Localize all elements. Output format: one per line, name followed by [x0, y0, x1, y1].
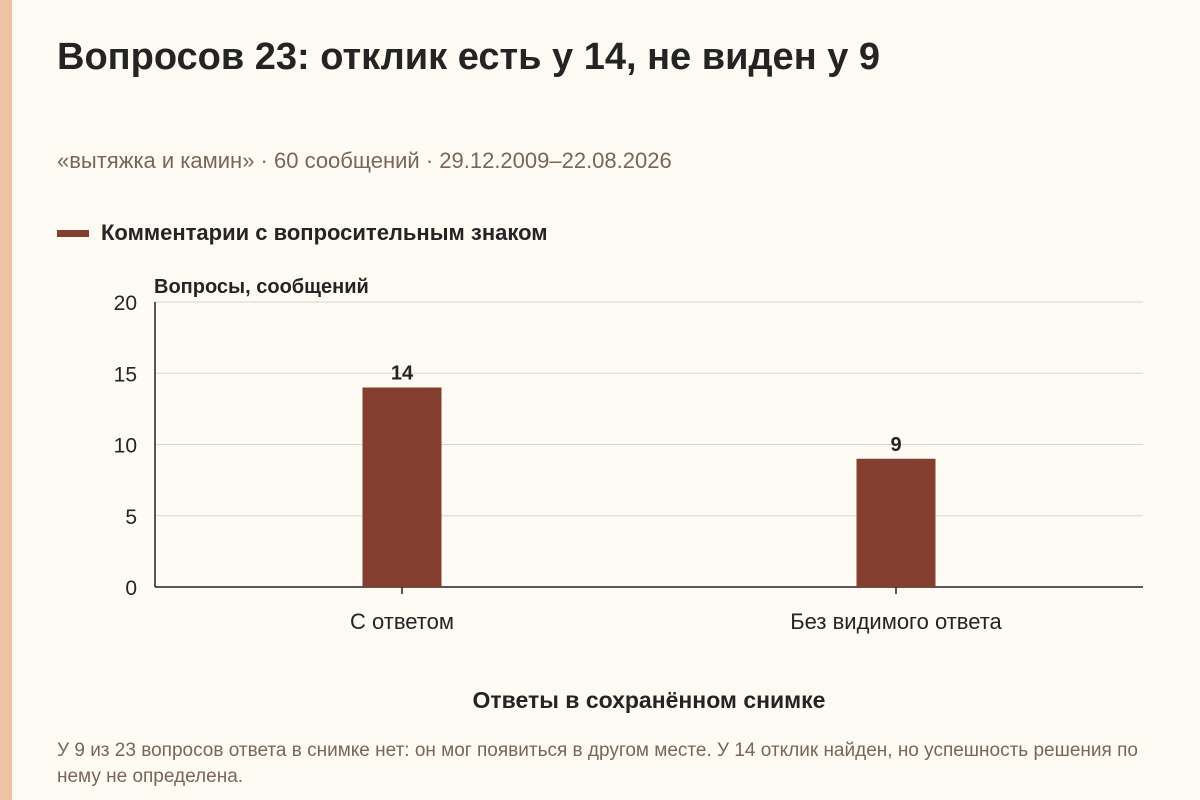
accent-strip: [0, 0, 12, 800]
data-label: 9: [890, 434, 901, 456]
bar: [856, 458, 936, 587]
y-tick-label: 0: [125, 577, 137, 600]
y-tick-label: 15: [114, 363, 137, 386]
y-tick-label: 20: [114, 292, 137, 315]
x-tick-label: С ответом: [350, 609, 454, 634]
y-tick-label: 10: [114, 435, 137, 458]
legend-swatch: [57, 229, 89, 237]
chart-subtitle: «вытяжка и камин» · 60 сообщений · 29.12…: [57, 148, 672, 173]
bar: [362, 387, 442, 587]
chart-legend: Комментарии с вопросительным знаком: [57, 219, 548, 247]
y-axis-title: Вопросы, сообщений: [154, 276, 369, 298]
legend-label: Комментарии с вопросительным знаком: [101, 220, 548, 245]
x-axis-title: Ответы в сохранённом снимке: [473, 687, 826, 713]
x-tick-label: Без видимого ответа: [790, 609, 1002, 634]
data-label: 14: [391, 363, 414, 385]
page-title: Вопросов 23: отклик есть у 14, не виден …: [57, 36, 881, 78]
y-tick-label: 5: [125, 506, 137, 529]
chart-footnote: У 9 из 23 вопросов ответа в снимке нет: …: [57, 740, 1138, 787]
